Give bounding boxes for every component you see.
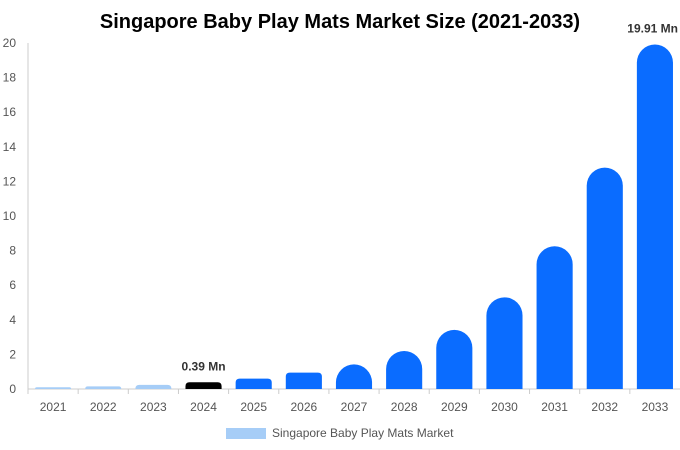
- x-tick-label: 2025: [240, 400, 267, 414]
- x-tick-label: 2033: [642, 400, 669, 414]
- y-axis: 0 2 4 6 8 10 12 14 16 18 20: [3, 36, 29, 396]
- bar-2025: [235, 378, 272, 389]
- data-label-2024: 0.39 Mn: [182, 359, 226, 373]
- y-tick-label: 16: [3, 105, 17, 119]
- legend: Singapore Baby Play Mats Market: [226, 426, 454, 440]
- bar-2023: [135, 384, 172, 389]
- x-tick-label: 2026: [290, 400, 317, 414]
- x-tick-label: 2030: [491, 400, 518, 414]
- data-label-2033: 19.91 Mn: [627, 22, 678, 36]
- bar-2026: [285, 372, 322, 389]
- y-tick-label: 0: [9, 382, 16, 396]
- y-tick-label: 2: [9, 347, 16, 361]
- x-tick-label: 2031: [541, 400, 568, 414]
- y-tick-label: 20: [3, 36, 17, 50]
- x-tick-label: 2021: [40, 400, 67, 414]
- x-tick-label: 2023: [140, 400, 167, 414]
- y-tick-label: 6: [9, 278, 16, 292]
- x-tick-label: 2024: [190, 400, 217, 414]
- legend-swatch: [226, 428, 266, 439]
- x-tick-label: 2022: [90, 400, 117, 414]
- x-tick-label: 2032: [591, 400, 618, 414]
- legend-label: Singapore Baby Play Mats Market: [272, 426, 454, 440]
- bar-2027: [335, 364, 373, 389]
- bar-2024: [185, 382, 222, 389]
- y-tick-label: 10: [3, 209, 17, 223]
- y-tick-label: 4: [9, 313, 16, 327]
- bar-2030: [486, 297, 523, 389]
- bars: [35, 44, 673, 389]
- y-tick-label: 12: [3, 174, 17, 188]
- x-axis: 2021 2022 2023 2024 2025 2026 2027 2028 2029 2030…: [27, 388, 680, 414]
- y-tick-label: 14: [3, 140, 17, 154]
- y-tick-label: 8: [9, 244, 16, 258]
- bar-2021: [35, 387, 72, 389]
- bar-2031: [536, 246, 573, 389]
- x-tick-label: 2028: [391, 400, 418, 414]
- chart-title: Singapore Baby Play Mats Market Size (20…: [100, 11, 580, 33]
- bar-2029: [436, 329, 473, 389]
- bar-2032: [586, 167, 623, 389]
- x-tick-label: 2027: [341, 400, 368, 414]
- x-tick-label: 2029: [441, 400, 468, 414]
- bar-2028: [386, 350, 423, 389]
- bar-2033: [636, 44, 673, 389]
- y-tick-label: 18: [3, 71, 17, 85]
- bar-2022: [85, 386, 122, 389]
- data-labels: 0.39 Mn 19.91 Mn: [182, 22, 678, 374]
